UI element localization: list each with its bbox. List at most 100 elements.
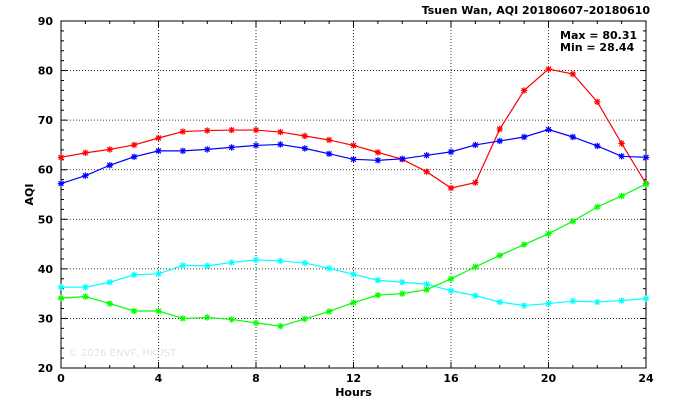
data-point-marker	[106, 279, 113, 286]
data-point-marker	[545, 300, 552, 307]
data-point-marker	[374, 149, 382, 156]
data-point-marker	[594, 142, 601, 150]
data-point-marker	[618, 153, 625, 160]
data-point-marker	[179, 147, 187, 155]
data-point-marker	[520, 87, 528, 94]
data-point-marker	[642, 154, 650, 161]
series-2	[57, 256, 650, 309]
data-point-marker	[82, 293, 89, 300]
data-point-marker	[228, 126, 235, 134]
data-point-marker	[106, 146, 113, 153]
x-axis-label: Hours	[335, 386, 372, 399]
data-point-marker	[520, 302, 528, 309]
x-tick-label: 8	[252, 372, 260, 385]
x-tick-label: 16	[443, 372, 459, 385]
y-tick-label: 60	[38, 164, 54, 177]
data-point-marker	[569, 218, 577, 225]
series-3	[57, 180, 650, 330]
data-point-marker	[179, 128, 187, 135]
data-point-marker	[106, 300, 113, 307]
data-point-marker	[301, 132, 308, 140]
data-point-marker	[374, 291, 382, 299]
data-point-marker	[569, 70, 577, 78]
y-tick-label: 90	[38, 15, 54, 28]
series-1	[57, 126, 650, 187]
data-point-marker	[57, 154, 65, 161]
data-point-marker	[545, 126, 552, 133]
data-point-marker	[130, 153, 138, 161]
data-point-marker	[82, 283, 89, 291]
data-point-marker	[447, 287, 455, 294]
watermark: © 2026 ENVF, HKUST	[68, 348, 177, 359]
data-point-marker	[57, 283, 65, 291]
y-tick-label: 30	[38, 312, 54, 325]
data-point-marker	[423, 281, 430, 288]
data-point-marker	[57, 180, 65, 187]
y-axis-label: AQI	[23, 184, 36, 206]
min-value-label: Min = 28.44	[560, 41, 635, 54]
data-point-marker	[496, 137, 503, 145]
data-point-marker	[618, 140, 625, 147]
data-point-marker	[472, 292, 479, 299]
data-point-marker	[496, 298, 503, 306]
data-point-marker	[204, 314, 211, 321]
data-point-marker	[569, 297, 577, 305]
data-point-marker	[350, 156, 357, 163]
data-point-marker	[301, 315, 308, 323]
series-layer	[57, 65, 650, 330]
data-point-marker	[252, 319, 260, 327]
axis-ticks: 0 4 8 12 16 20 24 20 30 40 50 60 70 80 90	[38, 15, 654, 385]
data-point-marker	[325, 265, 333, 272]
data-point-marker	[130, 271, 138, 279]
data-point-marker	[277, 141, 284, 148]
data-point-marker	[350, 299, 357, 306]
data-point-marker	[520, 133, 528, 141]
data-point-marker	[374, 157, 382, 164]
data-point-marker	[399, 155, 406, 163]
data-point-marker	[204, 127, 211, 134]
data-point-marker	[130, 307, 138, 315]
data-point-marker	[496, 125, 503, 133]
data-point-marker	[82, 149, 89, 157]
data-point-marker	[325, 150, 333, 158]
x-tick-label: 12	[346, 372, 361, 385]
data-point-marker	[618, 297, 625, 304]
data-point-marker	[301, 145, 308, 152]
y-tick-label: 70	[38, 114, 54, 127]
max-value-label: Max = 80.31	[560, 29, 637, 42]
series-0	[57, 65, 650, 192]
data-point-marker	[204, 262, 211, 270]
data-point-marker	[155, 147, 162, 155]
data-point-marker	[301, 259, 308, 267]
x-tick-label: 24	[638, 372, 654, 385]
y-tick-label: 80	[38, 65, 54, 78]
x-tick-label: 20	[541, 372, 557, 385]
y-tick-label: 40	[38, 263, 54, 276]
data-point-marker	[82, 172, 89, 179]
x-tick-label: 4	[155, 372, 163, 385]
data-point-marker	[447, 148, 455, 156]
data-point-marker	[277, 128, 284, 136]
data-point-marker	[228, 144, 235, 151]
data-point-marker	[277, 257, 284, 265]
data-point-marker	[594, 298, 601, 306]
chart-title: Tsuen Wan, AQI 20180607–20180610	[422, 4, 651, 17]
data-point-marker	[130, 141, 138, 149]
data-point-marker	[423, 286, 430, 293]
series-line	[60, 68, 647, 189]
data-point-marker	[252, 126, 260, 134]
data-point-marker	[106, 162, 113, 169]
data-point-marker	[277, 322, 284, 330]
data-point-marker	[447, 275, 455, 282]
data-point-marker	[350, 142, 357, 149]
data-point-marker	[204, 146, 211, 153]
data-point-marker	[642, 295, 650, 302]
data-point-marker	[520, 241, 528, 248]
x-tick-label: 0	[57, 372, 65, 385]
data-point-marker	[594, 203, 601, 211]
data-point-marker	[399, 290, 406, 297]
data-point-marker	[423, 168, 430, 175]
data-point-marker	[252, 256, 260, 264]
data-point-marker	[374, 277, 382, 284]
data-point-marker	[228, 259, 235, 266]
